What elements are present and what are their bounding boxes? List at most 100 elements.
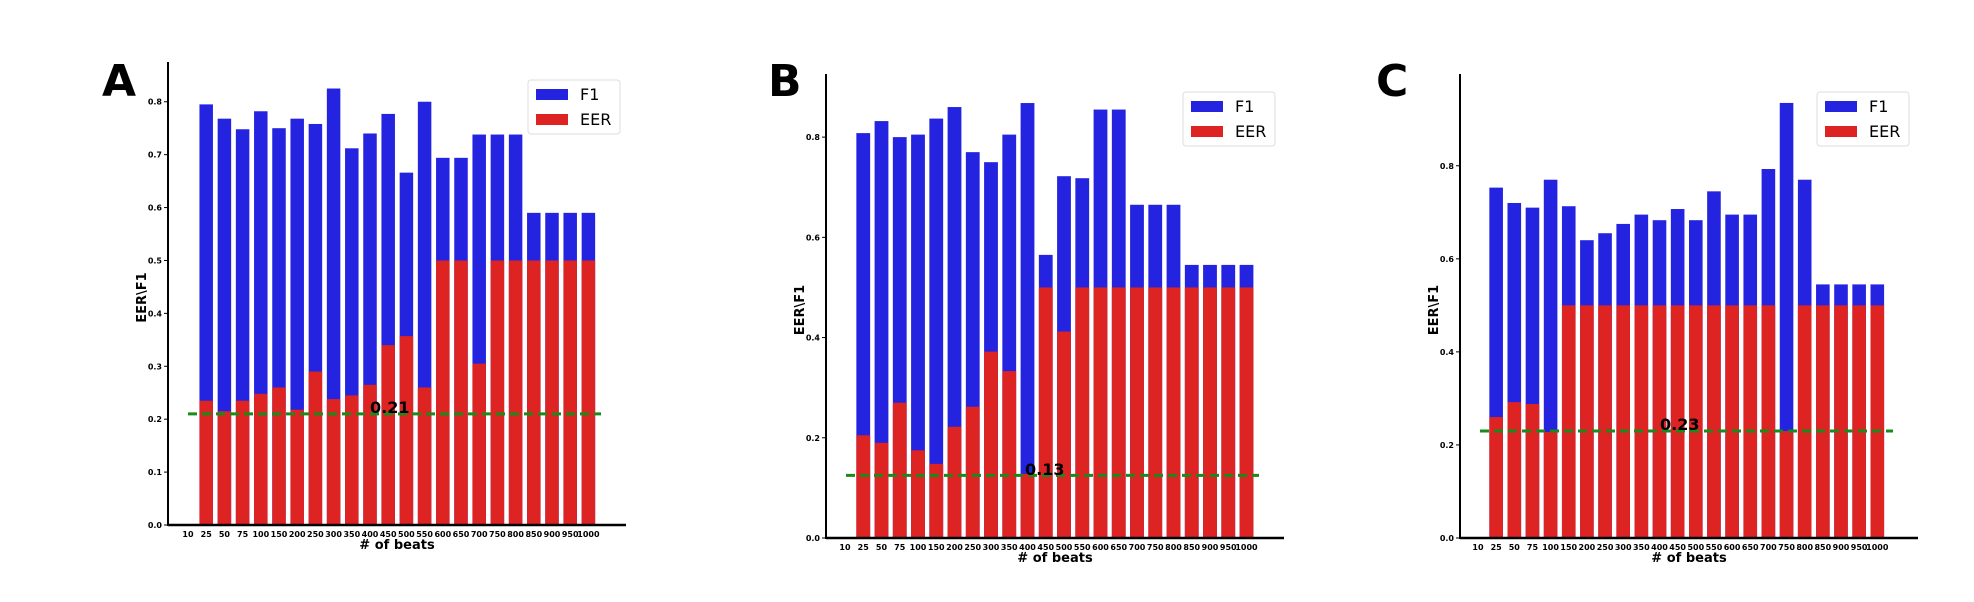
x-tick-label: 350 [1633, 543, 1650, 552]
bar-eer-750 [490, 260, 505, 525]
x-tick-label: 750 [489, 530, 506, 539]
x-tick-label: 500 [1687, 543, 1704, 552]
x-tick-label: 250 [964, 543, 981, 552]
bar-eer-800 [508, 260, 523, 525]
bar-eer-700 [472, 363, 486, 525]
bar-eer-150 [929, 463, 944, 538]
y-tick-label: 0.5 [148, 256, 163, 265]
x-tick-label: 400 [1019, 543, 1036, 552]
x-tick-label: 300 [325, 530, 342, 539]
panel-letter: C [1376, 56, 1408, 107]
bar-eer-550 [1075, 287, 1090, 538]
x-tick-label: 650 [1742, 543, 1759, 552]
bar-eer-400 [1020, 473, 1035, 538]
x-tick-label: 750 [1147, 543, 1164, 552]
x-tick-label: 850 [1814, 543, 1831, 552]
bar-eer-50 [1507, 402, 1522, 538]
legend-label-eer: EER [580, 110, 611, 129]
legend-swatch-f1 [1191, 101, 1223, 112]
x-tick-label: 450 [380, 530, 397, 539]
x-tick-label: 100 [910, 543, 927, 552]
bar-eer-350 [1002, 371, 1017, 538]
x-tick-label: 25 [201, 530, 213, 539]
x-tick-label: 10 [182, 530, 194, 539]
x-tick-label: 600 [1092, 543, 1109, 552]
y-tick-label: 0.6 [148, 204, 163, 213]
x-tick-label: 450 [1037, 543, 1054, 552]
bar-eer-75 [235, 400, 250, 525]
bar-eer-400 [363, 384, 377, 525]
x-tick-label: 500 [398, 530, 415, 539]
bar-eer-500 [1689, 305, 1703, 538]
x-tick-label: 150 [271, 530, 288, 539]
bar-eer-250 [965, 406, 980, 538]
bar-eer-850 [1816, 305, 1830, 538]
chart-panel-c: C 0.23 0.0 0.2 0.4 0.6 0.8 10 25 50 75 100 150 200 250… [1376, 56, 1918, 566]
x-tick-label: 1000 [577, 530, 600, 539]
x-tick-label: 950 [1220, 543, 1237, 552]
x-tick-label: 250 [1597, 543, 1614, 552]
x-tick-label: 500 [1056, 543, 1073, 552]
x-tick-label: 800 [1796, 543, 1813, 552]
legend-swatch-f1 [536, 89, 568, 100]
bar-eer-900 [545, 260, 559, 525]
bar-eer-200 [947, 426, 962, 538]
y-tick-label: 0.0 [806, 534, 821, 543]
y-tick-label: 0.8 [806, 133, 821, 142]
x-axis-label: # of beats [1017, 551, 1093, 566]
bar-eer-300 [326, 399, 341, 525]
bar-eer-900 [1203, 287, 1217, 538]
x-tick-label: 900 [544, 530, 561, 539]
bar-eer-25 [1489, 417, 1503, 538]
bar-eer-850 [1184, 287, 1199, 538]
x-tick-label: 450 [1669, 543, 1686, 552]
x-tick-label: 900 [1202, 543, 1219, 552]
x-tick-label: 700 [1129, 543, 1146, 552]
bar-eer-700 [1130, 287, 1144, 538]
x-axis-label: # of beats [1651, 551, 1727, 566]
x-tick-label: 400 [362, 530, 379, 539]
bar-eer-600 [436, 260, 450, 525]
x-tick-label: 50 [1509, 543, 1521, 552]
x-tick-label: 50 [219, 530, 231, 539]
bar-eer-500 [399, 336, 414, 525]
bar-eer-450 [1670, 305, 1685, 538]
x-tick-label: 950 [562, 530, 579, 539]
x-tick-label: 750 [1778, 543, 1795, 552]
bar-eer-350 [345, 395, 359, 525]
x-tick-label: 800 [507, 530, 524, 539]
y-tick-label: 0.4 [806, 334, 821, 343]
legend-swatch-eer [536, 114, 568, 125]
bar-eer-650 [1743, 305, 1758, 538]
y-tick-label: 0.6 [806, 233, 821, 242]
x-tick-label: 25 [858, 543, 870, 552]
x-tick-label: 75 [237, 530, 249, 539]
x-tick-label: 350 [343, 530, 360, 539]
y-tick-label: 0.8 [1440, 162, 1455, 171]
legend-swatch-f1 [1825, 101, 1857, 112]
x-tick-label: 1000 [1866, 543, 1889, 552]
x-tick-label: 700 [1760, 543, 1777, 552]
bar-eer-1000 [1870, 305, 1885, 538]
x-tick-label: 550 [1074, 543, 1091, 552]
legend-label-eer: EER [1869, 122, 1900, 141]
legend-swatch-eer [1191, 126, 1223, 137]
legend: F1 EER [1182, 91, 1276, 147]
bar-eer-300 [1616, 305, 1630, 538]
legend: F1 EER [1816, 91, 1910, 147]
threshold-label: 0.21 [370, 398, 409, 417]
x-tick-label: 850 [525, 530, 542, 539]
y-tick-label: 0.4 [148, 309, 163, 318]
bar-f1-100 [911, 134, 925, 538]
x-tick-label: 550 [416, 530, 433, 539]
x-tick-label: 50 [876, 543, 888, 552]
bar-eer-650 [454, 260, 468, 525]
y-tick-label: 0.6 [1440, 255, 1455, 264]
bar-eer-100 [911, 450, 925, 538]
bar-f1-400 [1020, 103, 1035, 539]
x-tick-label: 700 [471, 530, 488, 539]
bar-f1-750 [1779, 102, 1794, 538]
bar-eer-200 [1580, 305, 1594, 538]
legend-label-f1: F1 [1235, 97, 1254, 116]
legend-swatch-eer [1825, 126, 1857, 137]
